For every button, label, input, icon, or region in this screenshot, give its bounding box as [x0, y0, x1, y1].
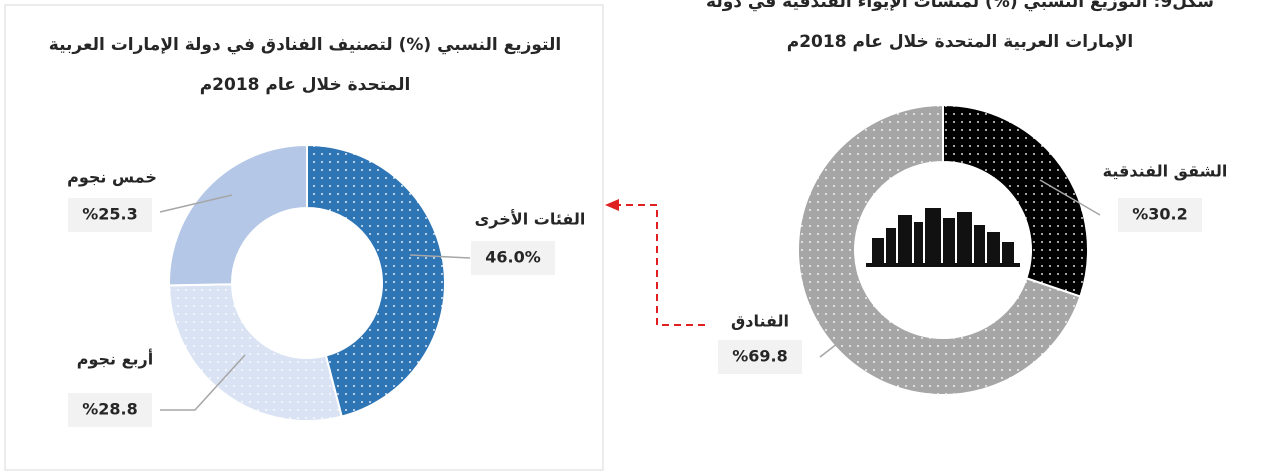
buildings-icon: [866, 208, 1020, 267]
donut-slice: [169, 284, 342, 421]
value-label: %30.2: [1132, 205, 1188, 224]
slice-name: الفنادق: [731, 312, 789, 331]
slice-name: الشقق الفندقية: [1103, 162, 1228, 181]
chart-title: التوزيع النسبي (%) لتصنيف الفنادق في دول…: [40, 25, 570, 105]
arrow-head: [605, 199, 619, 211]
chart-title: شكل9: التوزيع النسبي (%) لمنشآت الإيواء …: [690, 0, 1230, 62]
connector-arrow: [617, 205, 705, 325]
donut-slice: [169, 145, 307, 285]
slice-name: أربع نجوم: [77, 349, 154, 369]
value-label: %69.8: [732, 347, 788, 366]
slice-name: الفئات الأخرى: [475, 210, 586, 229]
value-label: 46.0%: [485, 248, 541, 267]
page: الفئات الأخرى 46.0% أربع نجوم %28.8 خمس نجوم…: [0, 0, 1277, 476]
value-label: %28.8: [82, 400, 138, 419]
slice-name: خمس نجوم: [67, 168, 157, 187]
donut-slice: [943, 105, 1088, 297]
value-label: %25.3: [82, 205, 138, 224]
